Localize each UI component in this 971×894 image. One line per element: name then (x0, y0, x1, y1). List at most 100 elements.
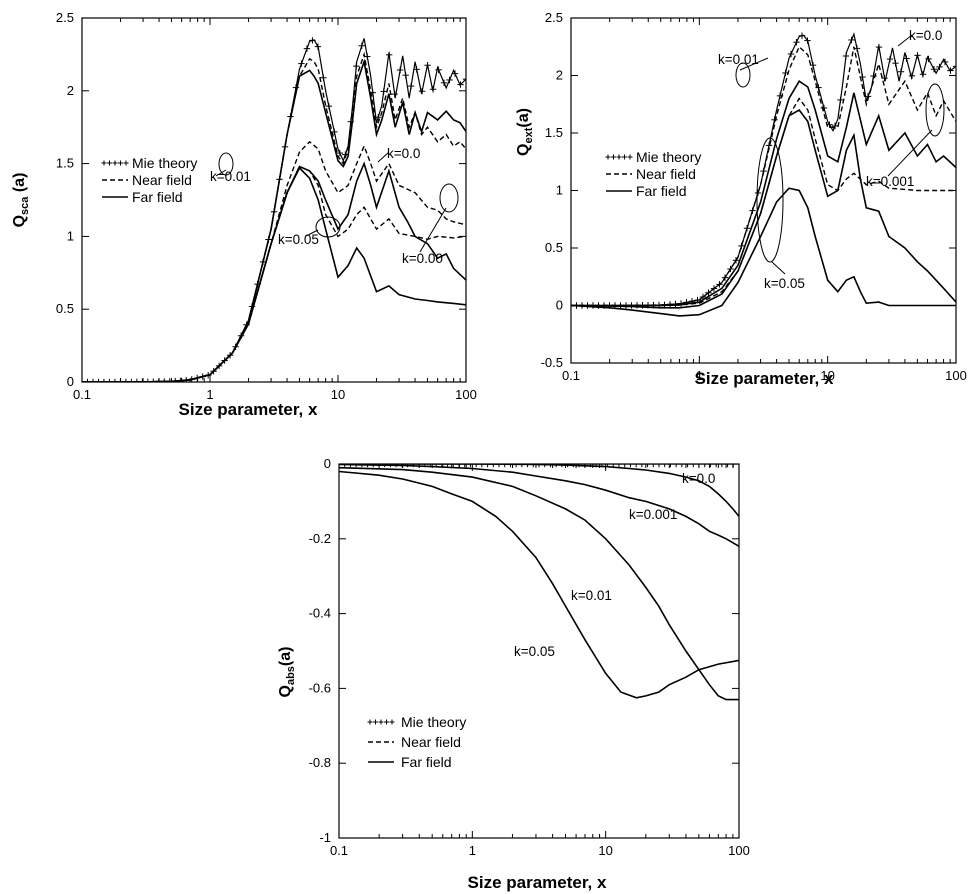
x-tick-label: 1 (206, 387, 213, 402)
series-line-solid-6 (82, 166, 466, 382)
mie-marker (672, 464, 680, 468)
legend-symbol-mie (605, 154, 633, 160)
mie-marker (925, 55, 932, 63)
mie-marker (413, 66, 420, 73)
qsca-callout-ellipse-k005 (315, 216, 341, 238)
qabs-legend-far: Far field (401, 754, 452, 770)
y-tick-label: 0 (324, 456, 331, 471)
mie-marker (444, 464, 451, 468)
mie-marker (610, 464, 617, 468)
x-tick-label: 0.1 (562, 368, 580, 383)
mie-marker (461, 464, 468, 468)
mie-marker (707, 464, 714, 468)
qabs-y-axis-label: Qabs(a) (277, 647, 297, 698)
mie-marker (387, 464, 394, 468)
mie-marker (364, 464, 371, 468)
mie-marker (886, 55, 894, 63)
mie-marker (518, 464, 526, 468)
legend-plus-mark (367, 719, 373, 725)
mie-marker (347, 464, 354, 468)
y-tick-label: 0 (67, 374, 74, 389)
legend-plus-mark (107, 160, 112, 166)
y-tick-label: 2.5 (545, 10, 563, 25)
qsca-legend-far: Far field (132, 189, 183, 205)
qext-series-group (571, 32, 956, 317)
mie-marker (690, 464, 697, 468)
legend-symbol-mie (367, 719, 395, 725)
y-tick-label: 1.5 (56, 156, 74, 171)
x-tick-label: 10 (598, 843, 612, 858)
mie-marker (336, 149, 344, 157)
mie-marker (84, 378, 91, 382)
mie-marker (897, 68, 905, 75)
mie-marker (650, 464, 657, 468)
mie-marker (462, 75, 466, 83)
mie-marker (730, 464, 737, 468)
qsca-legend-mie: Mie theory (132, 155, 197, 171)
mie-marker (638, 464, 646, 468)
mie-marker (418, 88, 426, 95)
mie-marker (632, 464, 640, 468)
qext-callout-leader-k00 (897, 34, 913, 47)
mie-marker (837, 96, 844, 104)
legend-plus-mark (616, 154, 622, 160)
qext-annotation-k00: k=0.0 (909, 28, 942, 43)
mie-marker (718, 464, 726, 468)
mie-marker (793, 38, 800, 46)
mie-marker (446, 76, 453, 84)
legend-plus-mark (622, 154, 627, 160)
mie-marker (467, 464, 474, 468)
qext-plot-area: 0.1 1 10 100 -0.5 0 0.5 1 1.5 2 2.5 (541, 10, 967, 383)
mie-marker (375, 464, 383, 468)
series-line-solid-1 (339, 464, 739, 517)
y-tick-label: 0.5 (56, 301, 74, 316)
y-tick-label: -0.2 (309, 531, 331, 546)
mie-marker (451, 70, 459, 77)
mie-marker (325, 102, 333, 110)
x-tick-label: 10 (331, 387, 345, 402)
qext-legend-far: Far field (636, 183, 687, 199)
mie-marker (908, 72, 916, 80)
mie-marker (106, 378, 113, 382)
mie-marker (100, 378, 108, 382)
mie-marker (727, 265, 734, 273)
x-tick-label: 100 (455, 387, 477, 402)
x-tick-label: 1 (469, 843, 476, 858)
qabs-annotation-k001: k=0.01 (571, 588, 612, 603)
mie-marker (501, 464, 508, 468)
x-tick-label: 0.1 (73, 387, 91, 402)
mie-marker (484, 464, 491, 468)
mie-marker (495, 464, 503, 468)
qext-callout-ellipse-k001 (735, 62, 751, 88)
mie-marker (370, 464, 377, 468)
mie-marker (667, 464, 674, 468)
qsca-legend-near: Near field (132, 172, 192, 188)
mie-marker (358, 464, 366, 468)
mie-marker (440, 79, 448, 87)
legend-plus-mark (112, 160, 118, 166)
series-line-solid-3 (339, 466, 739, 701)
mie-marker (732, 257, 740, 264)
mie-marker (435, 66, 442, 74)
y-tick-label: 2 (556, 68, 563, 83)
mie-marker (661, 464, 668, 468)
qsca-annotation-k000: k=0.00 (402, 251, 443, 266)
qabs-series-group (339, 464, 739, 701)
legend-plus-mark (611, 154, 616, 160)
qabs-x-axis-label: Size parameter, x (468, 873, 607, 892)
mie-marker (381, 464, 388, 468)
mie-marker (535, 464, 543, 468)
series-line-solid-5 (571, 187, 956, 317)
qext-legend-near: Near field (636, 166, 696, 182)
y-tick-label: -0.8 (309, 755, 331, 770)
mie-marker (478, 464, 486, 468)
x-tick-label: 100 (728, 843, 750, 858)
mie-marker (798, 32, 806, 39)
mie-marker (684, 464, 691, 468)
mie-marker (353, 62, 360, 70)
mie-marker (320, 74, 327, 81)
mie-marker (735, 464, 739, 468)
qsca-annotation-k00-top: k=0.0 (387, 146, 420, 161)
legend-plus-mark (373, 719, 378, 725)
mie-marker (558, 464, 566, 468)
